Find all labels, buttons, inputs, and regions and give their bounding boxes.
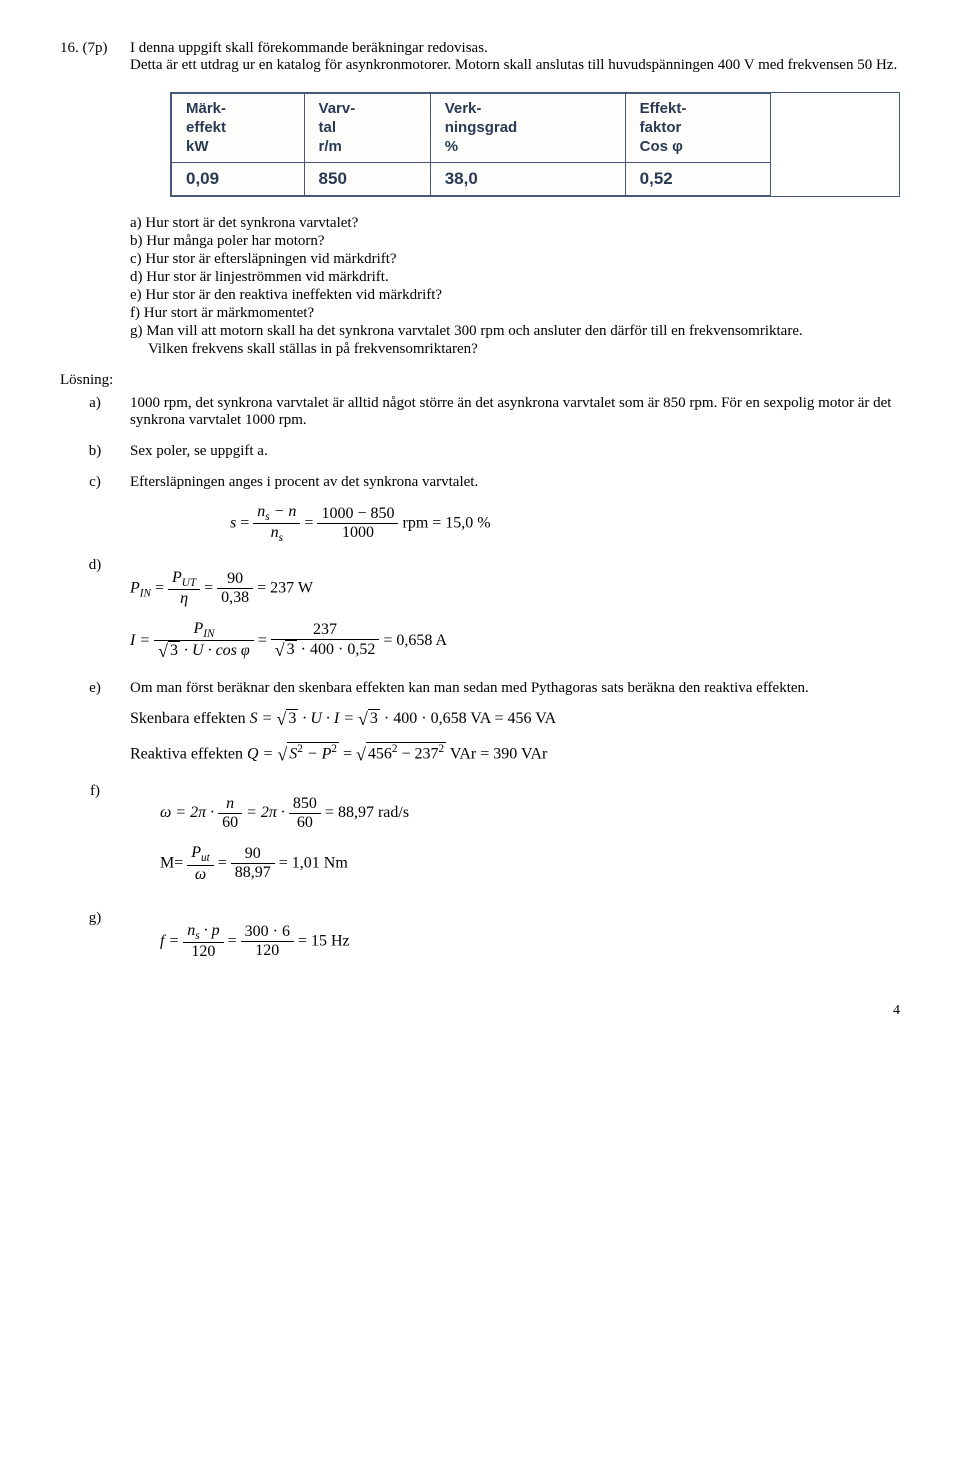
subq-e: e) Hur stor är den reaktiva ineffekten v… <box>130 287 900 304</box>
formula-frequency: f = ns · p 120 = 300 · 6 120 = 15 Hz <box>160 922 900 961</box>
question-header: 16. (7p) I denna uppgift skall förekomma… <box>60 40 900 74</box>
answer-g-label: g) <box>60 910 130 973</box>
answer-c-text: Eftersläpningen anges i procent av det s… <box>130 474 900 491</box>
formula-pin: PIN = PUT η = 90 0,38 = 237 W <box>130 569 900 608</box>
subq-a: a) Hur stort är det synkrona varvtalet? <box>130 215 900 232</box>
question-line1: I denna uppgift skall förekommande beräk… <box>130 40 900 57</box>
subq-g2: Vilken frekvens skall ställas in på frek… <box>148 341 900 358</box>
formula-omega: ω = 2π · n 60 = 2π · 850 60 = 88,97 rad/… <box>160 795 900 832</box>
answer-b: b) Sex poler, se uppgift a. <box>60 443 900 460</box>
cell-verkningsgrad: 38,0 <box>430 163 625 196</box>
answer-c-label: c) <box>60 474 130 491</box>
answer-b-label: b) <box>60 443 130 460</box>
solution-label: Lösning: <box>60 372 900 389</box>
question-number: 16. (7p) <box>60 40 130 74</box>
question-body: I denna uppgift skall förekommande beräk… <box>130 40 900 74</box>
answer-d-label: d) <box>60 557 130 674</box>
col-verkningsgrad: Verk- ningsgrad % <box>430 94 625 163</box>
formula-slip: s = ns − n ns = 1000 − 850 1000 rpm = 15… <box>230 503 900 544</box>
motor-table: Märk- effekt kW Varv- tal r/m Verk- ning… <box>170 92 900 197</box>
col-varvtal: Varv- tal r/m <box>304 94 430 163</box>
subq-c: c) Hur stor är eftersläpningen vid märkd… <box>130 251 900 268</box>
subq-d: d) Hur stor är linjeströmmen vid märkdri… <box>130 269 900 286</box>
answer-f-label: f) <box>60 783 130 895</box>
subq-f: f) Hur stort är märkmomentet? <box>130 305 900 322</box>
col-markeffekt: Märk- effekt kW <box>172 94 305 163</box>
answer-e-text: Om man först beräknar den skenbara effek… <box>130 680 900 697</box>
answer-a: a) 1000 rpm, det synkrona varvtalet är a… <box>60 395 900 429</box>
cell-markeffekt: 0,09 <box>172 163 305 196</box>
question-line2: Detta är ett utdrag ur en katalog för as… <box>130 57 900 74</box>
formula-current: I = PIN √3 · U · cos φ = 237 √3 · 400 · … <box>130 620 900 662</box>
subq-g1: g) Man vill att motorn skall ha det synk… <box>130 323 900 340</box>
answer-e: e) Om man först beräknar den skenbara ef… <box>60 680 900 777</box>
answer-f: f) ω = 2π · n 60 = 2π · 850 60 = 88,97 r… <box>60 783 900 895</box>
cell-effektfaktor: 0,52 <box>625 163 770 196</box>
subq-b: b) Hur många poler har motorn? <box>130 233 900 250</box>
col-effektfaktor: Effekt- faktor Cos φ <box>625 94 770 163</box>
table-row: 0,09 850 38,0 0,52 <box>172 163 771 196</box>
answer-g: g) f = ns · p 120 = 300 · 6 120 = 15 Hz <box>60 910 900 973</box>
answer-b-text: Sex poler, se uppgift a. <box>130 443 900 460</box>
formula-apparent-power: Skenbara effekten S = √3 · U · I = √3 · … <box>130 709 900 730</box>
formula-reactive-power: Reaktiva effekten Q = √S2 − P2 = √4562 −… <box>130 742 900 765</box>
formula-torque: M= Put ω = 90 88,97 = 1,01 Nm <box>160 844 900 883</box>
subquestion-list: a) Hur stort är det synkrona varvtalet? … <box>130 215 900 358</box>
page-number: 4 <box>60 1003 900 1019</box>
answer-e-label: e) <box>60 680 130 777</box>
answer-a-label: a) <box>60 395 130 429</box>
answer-d: d) PIN = PUT η = 90 0,38 = 237 W I = PIN… <box>60 557 900 674</box>
answer-a-text: 1000 rpm, det synkrona varvtalet är allt… <box>130 395 900 429</box>
answer-c: c) Eftersläpningen anges i procent av de… <box>60 474 900 491</box>
table-header-row: Märk- effekt kW Varv- tal r/m Verk- ning… <box>172 94 771 163</box>
cell-varvtal: 850 <box>304 163 430 196</box>
